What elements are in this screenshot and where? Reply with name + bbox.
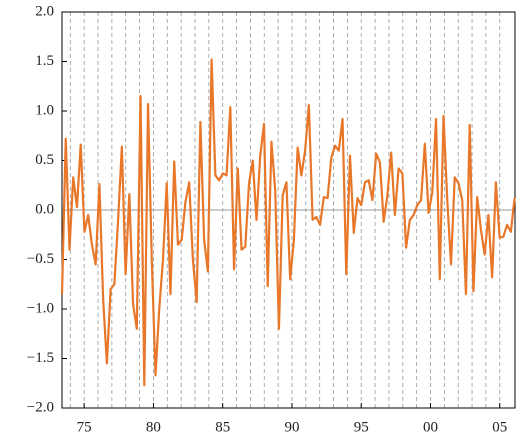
y-tick-label: 1.0 — [35, 102, 54, 118]
y-tick-label: 0.5 — [35, 152, 54, 168]
y-tick-label: −2.0 — [27, 399, 54, 415]
x-tick-label: 85 — [215, 419, 230, 435]
x-tick-label: 05 — [492, 419, 507, 435]
y-tick-label: 1.5 — [35, 53, 54, 69]
x-tick-label: 95 — [354, 419, 369, 435]
y-tick-label: −0.5 — [27, 251, 54, 267]
series-line — [60, 58, 516, 387]
y-tick-label: 2.0 — [35, 3, 54, 19]
x-tick-label: 75 — [77, 419, 92, 435]
y-tick-label: 0.0 — [35, 201, 54, 217]
plot-frame — [61, 11, 516, 409]
x-tick-label: 80 — [146, 419, 161, 435]
y-tick-label: −1.0 — [27, 300, 54, 316]
x-tick-label: 90 — [284, 419, 299, 435]
x-tick-label: 00 — [423, 419, 438, 435]
y-tick-label: −1.5 — [27, 350, 54, 366]
